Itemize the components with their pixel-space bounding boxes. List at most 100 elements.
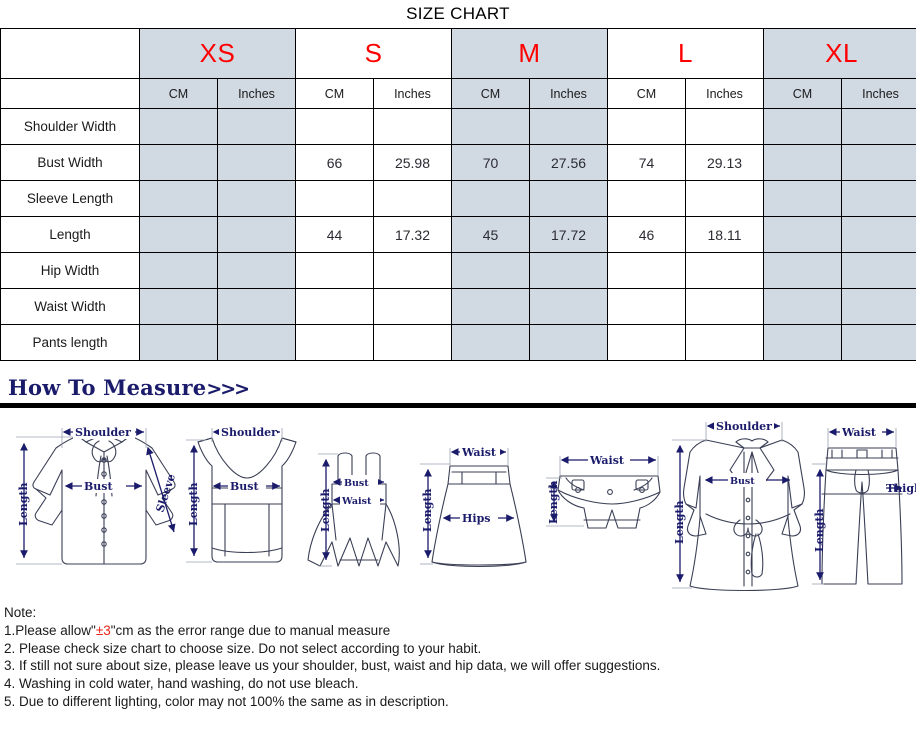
cell-length-xs-inches — [217, 216, 296, 253]
cell-waist-width-xl-inches — [841, 288, 916, 325]
size-header-l: L — [607, 28, 765, 79]
unit-l-inches: Inches — [685, 78, 765, 109]
cell-hip-width-xs-inches — [217, 252, 296, 289]
illustration-blouse-with-bow: Length Shoulder Bust Sleeve — [16, 425, 178, 565]
table-row-units: CM Inches CM Inches CM Inches CM Inches … — [0, 78, 916, 109]
cell-waist-width-xs-inches — [217, 288, 296, 325]
row-label-shoulder-width: Shoulder Width — [0, 108, 140, 145]
cell-waist-width-l-cm — [607, 288, 687, 325]
label-hips: Hips — [462, 512, 490, 525]
cell-bust-width-l-cm: 74 — [607, 144, 687, 181]
cell-shoulder-width-s-cm — [295, 108, 374, 145]
cell-sleeve-length-l-cm — [607, 180, 687, 217]
label-length: Length — [547, 480, 560, 524]
cell-shoulder-width-xl-inches — [841, 108, 916, 145]
cell-length-l-inches: 18.11 — [685, 216, 765, 253]
cell-pants-length-s-inches — [373, 324, 452, 361]
row-label-bust-width: Bust Width — [0, 144, 140, 181]
cell-bust-width-xl-cm — [763, 144, 843, 181]
cell-waist-width-m-inches — [528, 288, 609, 325]
cell-pants-length-xs-cm — [139, 324, 218, 361]
cell-pants-length-xl-cm — [763, 324, 843, 361]
table-row-size-names: XS S M L XL — [0, 28, 916, 79]
row-label-waist-width: Waist Width — [0, 288, 140, 325]
table-corner-cell — [0, 28, 140, 79]
cell-waist-width-l-inches — [685, 288, 765, 325]
cell-pants-length-m-cm — [451, 324, 530, 361]
unit-s-inches: Inches — [373, 78, 452, 109]
note-line-2: 2. Please check size chart to choose siz… — [4, 640, 482, 656]
note-1-tolerance: ±3 — [95, 622, 111, 638]
cell-shoulder-width-s-inches — [373, 108, 452, 145]
table-row: Sleeve Length — [0, 180, 916, 217]
label-waist: Waist — [461, 446, 497, 459]
unit-l-cm: CM — [607, 78, 687, 109]
illustration-trousers: Length Waist Thigh — [812, 425, 916, 585]
cell-hip-width-m-inches — [528, 252, 609, 289]
label-length: Length — [319, 488, 332, 532]
table-row: Hip Width — [0, 252, 916, 289]
how-to-measure-label: How To Measure — [8, 375, 207, 400]
chevron-right-triple-icon: >>> — [206, 378, 250, 400]
cell-shoulder-width-xs-inches — [217, 108, 296, 145]
cell-shoulder-width-m-inches — [528, 108, 609, 145]
cell-bust-width-m-cm: 70 — [451, 144, 530, 181]
label-length: Length — [673, 500, 686, 544]
unit-m-cm: CM — [451, 78, 530, 109]
label-thigh: Thigh — [886, 482, 916, 495]
label-waist: Waist — [589, 454, 625, 467]
cell-pants-length-xl-inches — [841, 324, 916, 361]
cell-hip-width-s-cm — [295, 252, 374, 289]
illustration-tank-top: Length Shoulder Bust — [186, 425, 297, 563]
label-shoulder: Shoulder — [716, 420, 772, 433]
how-to-measure-heading: How To Measure>>> — [0, 375, 916, 400]
cell-length-s-cm: 44 — [295, 216, 374, 253]
label-length: Length — [421, 488, 434, 532]
illustration-skater-dress: Length Bust Waist — [307, 452, 400, 567]
table-row: Shoulder Width — [0, 108, 916, 145]
cell-sleeve-length-s-cm — [295, 180, 374, 217]
cell-sleeve-length-m-cm — [451, 180, 530, 217]
label-bust: Bust — [84, 480, 113, 493]
cell-hip-width-xl-cm — [763, 252, 843, 289]
row-label-hip-width: Hip Width — [0, 252, 140, 289]
cell-sleeve-length-xs-inches — [217, 180, 296, 217]
illustration-long-coat: Length Shoulder Bust — [672, 419, 805, 592]
cell-shoulder-width-xs-cm — [139, 108, 218, 145]
cell-bust-width-s-cm: 66 — [295, 144, 374, 181]
cell-length-m-inches: 17.72 — [528, 216, 609, 253]
cell-waist-width-xs-cm — [139, 288, 218, 325]
label-waist: Waist — [841, 426, 877, 439]
size-header-m: M — [450, 28, 609, 79]
label-length: Length — [187, 482, 200, 526]
note-1-prefix: 1.Please allow" — [4, 622, 96, 638]
cell-hip-width-xs-cm — [139, 252, 218, 289]
size-header-s: S — [295, 28, 452, 79]
cell-waist-width-m-cm — [451, 288, 530, 325]
notes-heading: Note: — [4, 605, 37, 620]
unit-xs-inches: Inches — [217, 78, 296, 109]
cell-pants-length-s-cm — [295, 324, 374, 361]
note-line-3: 3. If still not sure about size, please … — [4, 658, 661, 674]
cell-hip-width-s-inches — [373, 252, 452, 289]
cell-shoulder-width-l-cm — [607, 108, 687, 145]
cell-sleeve-length-xs-cm — [139, 180, 218, 217]
cell-sleeve-length-s-inches — [373, 180, 452, 217]
table-row: Waist Width — [0, 288, 916, 325]
cell-pants-length-l-cm — [607, 324, 687, 361]
note-1-suffix: "cm as the error range due to manual mea… — [110, 622, 391, 638]
unit-s-cm: CM — [295, 78, 374, 109]
cell-bust-width-m-inches: 27.56 — [528, 144, 609, 181]
unit-xs-cm: CM — [139, 78, 218, 109]
table-row: Bust Width 66 25.98 70 27.56 74 29.13 — [0, 144, 916, 181]
label-waist: Waist — [341, 496, 372, 507]
garment-illustrations: .g { fill:none; stroke:#3a3f55; stroke-w… — [0, 408, 916, 598]
row-label-sleeve-length: Sleeve Length — [0, 180, 140, 217]
cell-bust-width-xs-inches — [217, 144, 296, 181]
label-shoulder: Shoulder — [221, 426, 277, 439]
table-corner-cell-2 — [0, 78, 140, 109]
cell-shoulder-width-xl-cm — [763, 108, 843, 145]
cell-hip-width-m-cm — [451, 252, 530, 289]
how-to-measure-section: How To Measure>>> — [0, 375, 916, 408]
note-line-1: 1.Please allow"±3"cm as the error range … — [4, 622, 916, 640]
